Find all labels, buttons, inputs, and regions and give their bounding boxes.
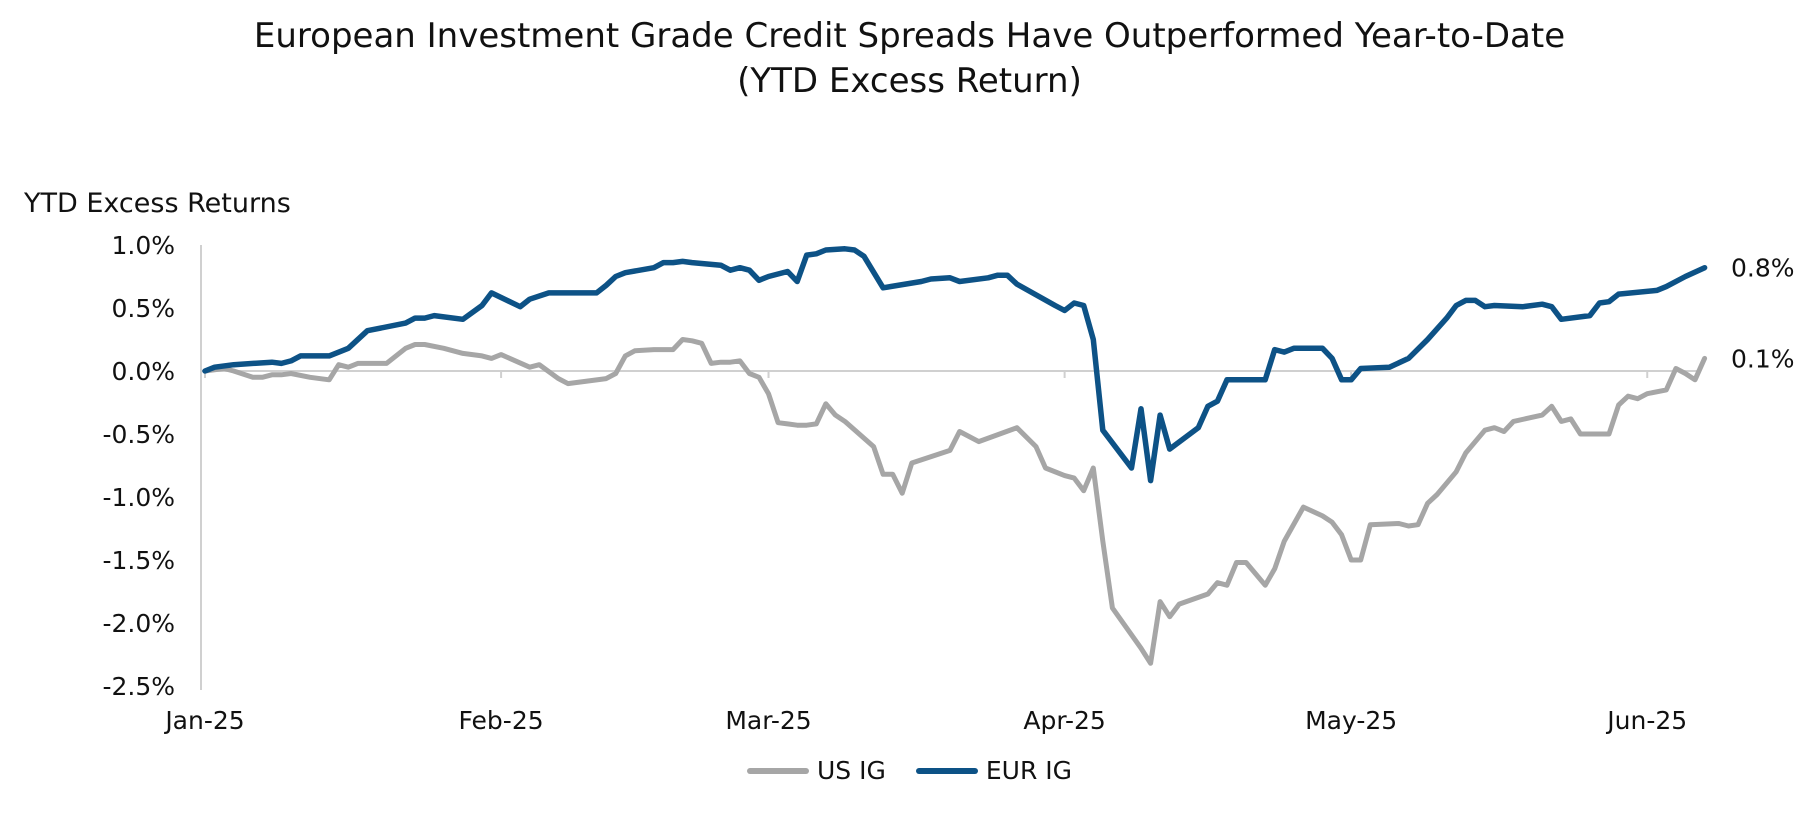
chart-title-line1: European Investment Grade Credit Spreads… <box>253 16 1566 56</box>
legend-label-us-ig: US IG <box>816 756 886 785</box>
y-tick-label: -1.0% <box>102 483 175 512</box>
legend-swatch-eur-ig <box>915 767 978 774</box>
y-axis-title: YTD Excess Returns <box>23 188 291 219</box>
chart-title: European Investment Grade Credit Spreads… <box>0 14 1819 104</box>
chart-title-line2: (YTD Excess Return) <box>737 61 1082 101</box>
y-tick-label: -1.5% <box>102 546 175 575</box>
legend: US IG EUR IG <box>0 756 1819 785</box>
x-tick-label: Mar-25 <box>725 706 811 735</box>
series-lines <box>202 246 1708 666</box>
end-label-us-ig: 0.1% <box>1731 344 1795 373</box>
y-tick-label: 1.0% <box>111 231 175 260</box>
legend-item-eur-ig: EUR IG <box>915 756 1073 785</box>
x-tick-label: Feb-25 <box>459 706 544 735</box>
series-line-us-ig <box>202 337 1708 666</box>
end-labels: 0.1% 0.8% <box>1731 254 1795 374</box>
legend-label-eur-ig: EUR IG <box>985 756 1073 785</box>
y-axis: 1.0% 0.5% 0.0% -0.5% -1.0% -1.5% -2.0% -2.5% <box>102 231 202 701</box>
end-label-eur-ig: 0.8% <box>1731 254 1795 283</box>
legend-swatch-us-ig <box>746 767 809 774</box>
y-tick-label: 0.0% <box>111 357 175 386</box>
y-tick-label: 0.5% <box>111 294 175 323</box>
y-tick-label: -2.5% <box>102 672 175 701</box>
x-axis: Jan-25 Feb-25 Mar-25 Apr-25 May-25 Jun-25 <box>163 370 1697 735</box>
x-tick-label: Apr-25 <box>1023 706 1105 735</box>
x-tick-label: Jun-25 <box>1605 706 1687 735</box>
x-tick-label: Jan-25 <box>163 706 244 735</box>
legend-item-us-ig: US IG <box>746 756 886 785</box>
x-tick-label: May-25 <box>1305 706 1397 735</box>
y-tick-label: -0.5% <box>102 420 175 449</box>
series-line-eur-ig <box>202 246 1708 484</box>
y-tick-label: -2.0% <box>102 609 175 638</box>
